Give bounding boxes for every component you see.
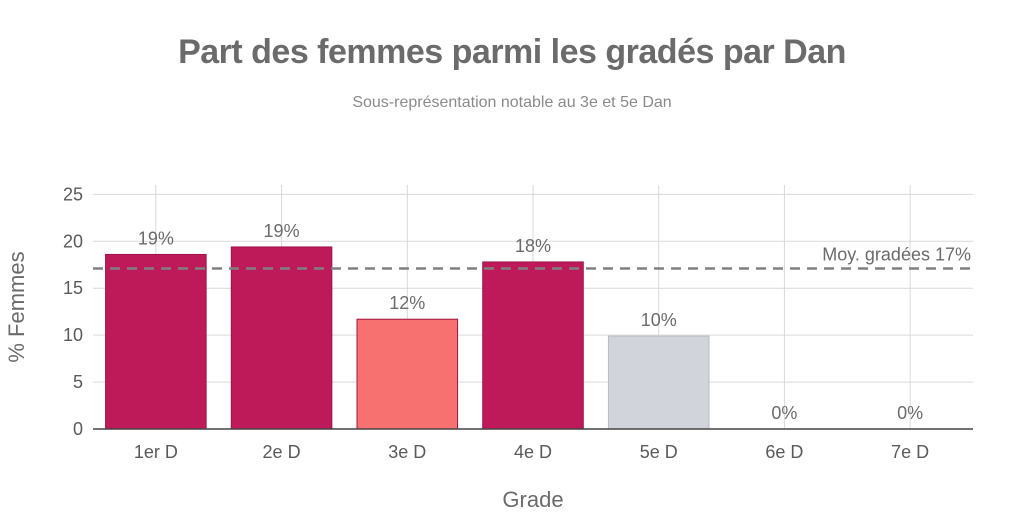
bar	[230, 246, 333, 430]
x-tick-label: 2e D	[263, 442, 301, 462]
bar	[607, 335, 710, 430]
x-axis-title: Grade	[502, 487, 563, 512]
bar	[482, 261, 584, 430]
chart-title: Part des femmes parmi les gradés par Dan	[178, 33, 846, 71]
y-tick-label: 5	[73, 372, 83, 392]
x-tick-label: 7e D	[891, 442, 929, 462]
bar	[105, 253, 207, 430]
average-reference-label: Moy. gradées 17%	[822, 245, 971, 265]
y-tick-label: 0	[73, 419, 83, 439]
y-tick-label: 15	[63, 278, 83, 298]
x-tick-label: 1er D	[134, 442, 178, 462]
y-tick-label: 20	[63, 231, 83, 251]
bar-data-label: 18%	[515, 236, 551, 256]
bar-data-label: 12%	[389, 293, 425, 313]
bar-data-label: 0%	[897, 403, 923, 423]
x-tick-label: 6e D	[765, 442, 803, 462]
y-axis-title: % Femmes	[4, 251, 29, 362]
chart-subtitle: Sous-représentation notable au 3e et 5e …	[352, 94, 672, 111]
x-tick-label: 4e D	[514, 442, 552, 462]
x-tick-label: 3e D	[388, 442, 426, 462]
bar-data-label: 19%	[138, 228, 174, 248]
bar-data-label: 0%	[771, 403, 797, 423]
x-tick-label: 5e D	[640, 442, 678, 462]
bar	[356, 318, 459, 430]
bar-data-label: 10%	[641, 310, 677, 330]
bar-data-label: 19%	[264, 221, 300, 241]
y-tick-label: 10	[63, 325, 83, 345]
y-tick-label: 25	[63, 184, 83, 204]
